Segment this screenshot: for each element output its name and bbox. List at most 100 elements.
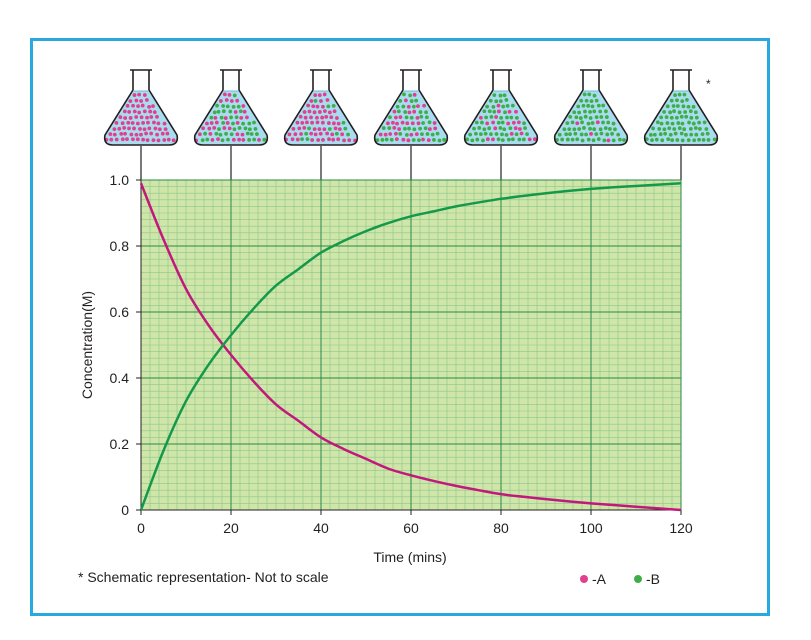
molecule-b (398, 131, 403, 136)
molecule-b (253, 126, 258, 131)
molecule-b (677, 110, 682, 115)
molecule-b (689, 115, 694, 120)
y-axis-label: Concentration(M) (79, 291, 95, 399)
molecule-b (564, 132, 569, 137)
molecule-a (320, 115, 325, 120)
molecule-a (160, 131, 165, 136)
molecule-b (430, 132, 435, 137)
molecule-a (119, 131, 124, 136)
molecule-a (149, 131, 154, 136)
molecule-b (675, 104, 680, 108)
y-tick-label: 0.4 (110, 370, 130, 386)
molecule-b (697, 120, 702, 125)
molecule-b (205, 137, 210, 142)
molecule-b (644, 137, 649, 142)
molecule-a (125, 137, 129, 142)
molecule-b (584, 98, 589, 103)
molecule-a (333, 126, 338, 131)
molecule-a (320, 120, 325, 125)
molecule-b (565, 121, 570, 126)
molecule-b (331, 103, 336, 108)
molecule-b (586, 137, 591, 142)
molecule-b (702, 120, 707, 125)
molecule-a (131, 137, 135, 142)
molecule-b (672, 109, 676, 114)
molecule-b (300, 137, 304, 142)
molecule-a (227, 126, 232, 131)
molecule-b (686, 104, 691, 109)
molecule-a (112, 127, 117, 132)
molecule-a (141, 121, 145, 125)
molecule-a (497, 109, 501, 114)
molecule-b (572, 127, 577, 132)
molecule-b (375, 138, 380, 143)
molecule-a (205, 121, 209, 126)
molecule-b (381, 126, 386, 130)
molecule-b (583, 114, 588, 119)
molecule-a (506, 121, 511, 126)
molecule-a (323, 109, 327, 114)
molecule-b (221, 109, 226, 114)
molecule-b (496, 120, 501, 125)
molecule-a (335, 116, 339, 120)
molecule-a (135, 121, 140, 126)
molecule-b (675, 138, 680, 142)
molecule-b (588, 109, 592, 114)
molecule-a (117, 126, 122, 131)
molecule-a (139, 99, 144, 103)
molecule-b (584, 132, 588, 137)
molecule-a (222, 126, 227, 130)
molecule-a (421, 137, 425, 142)
molecule-b (500, 138, 505, 143)
molecule-a (383, 132, 388, 137)
molecule-b (380, 137, 385, 142)
molecule-b (577, 110, 582, 115)
molecule-a (135, 137, 140, 142)
molecule-b (442, 137, 447, 142)
molecule-b (575, 137, 580, 142)
molecule-a (298, 114, 303, 119)
molecule-a (406, 104, 411, 109)
molecule-b (525, 132, 529, 137)
molecule-a (337, 127, 342, 132)
flask (283, 69, 359, 180)
molecule-a (132, 126, 136, 131)
molecule-b (581, 103, 586, 108)
legend-swatch-b (634, 575, 642, 583)
molecule-b (326, 104, 331, 109)
molecule-b (225, 104, 230, 109)
molecule-b (414, 98, 419, 103)
molecule-b (252, 120, 256, 125)
molecule-a (321, 138, 325, 142)
molecule-b (687, 120, 691, 125)
molecule-b (209, 115, 214, 120)
molecule-b (586, 103, 591, 108)
molecule-a (223, 116, 228, 120)
molecule-a (319, 99, 323, 103)
molecule-a (496, 103, 501, 108)
molecule-b (432, 138, 436, 142)
series-line-a (139, 182, 682, 512)
molecule-a (132, 109, 137, 114)
molecule-b (557, 132, 562, 137)
molecule-b (605, 132, 610, 137)
molecule-a (410, 121, 415, 126)
molecule-b (403, 110, 408, 114)
molecule-b (663, 131, 668, 136)
molecule-a (157, 127, 162, 132)
molecule-a (416, 104, 420, 109)
molecule-b (684, 114, 689, 119)
molecule-b (489, 132, 493, 137)
molecule-b (567, 127, 572, 132)
molecule-a (235, 132, 240, 137)
molecule-b (664, 115, 669, 120)
molecule-b (670, 121, 675, 126)
molecule-b (388, 115, 392, 120)
molecule-b (582, 92, 587, 97)
molecule-a (485, 137, 490, 142)
molecule-a (239, 115, 244, 120)
molecule-a (403, 98, 408, 103)
molecule-a (293, 132, 298, 137)
molecule-a (312, 110, 317, 115)
molecule-b (689, 132, 694, 137)
